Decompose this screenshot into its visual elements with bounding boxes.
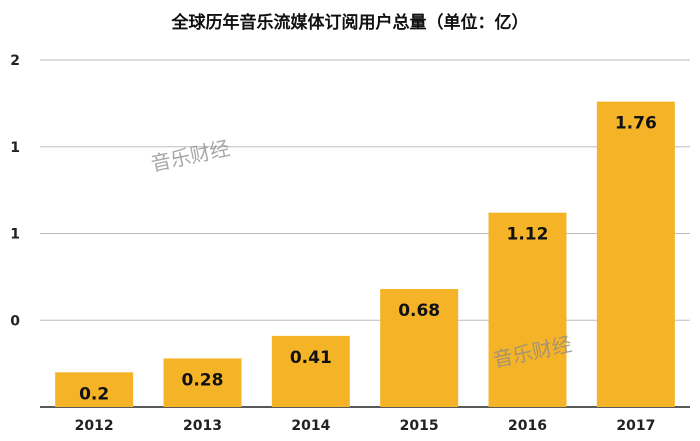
- bar: [488, 212, 567, 407]
- bar: [163, 358, 242, 407]
- data-label: 0.41: [290, 348, 332, 368]
- data-label: 1.12: [507, 225, 549, 245]
- y-tick-label: 1: [10, 227, 20, 243]
- x-tick-label: 2015: [400, 418, 439, 434]
- bar: [271, 335, 350, 407]
- bar: [55, 372, 134, 407]
- y-tick-label: 2: [10, 53, 20, 69]
- x-tick-label: 2012: [75, 418, 114, 434]
- data-label: 0.28: [182, 370, 224, 390]
- bar: [596, 101, 675, 407]
- x-tick-label: 2013: [183, 418, 222, 434]
- x-tick-label: 2017: [616, 418, 655, 434]
- chart-title: 全球历年音乐流媒体订阅用户总量（单位：亿）: [171, 13, 529, 33]
- x-tick-label: 2016: [508, 418, 547, 434]
- x-tick-label: 2014: [291, 418, 330, 434]
- data-label: 1.76: [615, 114, 657, 134]
- data-label: 0.68: [398, 301, 440, 321]
- data-label: 0.2: [79, 384, 109, 404]
- y-tick-label: 0: [10, 313, 20, 329]
- y-tick-label: 1: [10, 140, 20, 156]
- bar: [380, 289, 459, 407]
